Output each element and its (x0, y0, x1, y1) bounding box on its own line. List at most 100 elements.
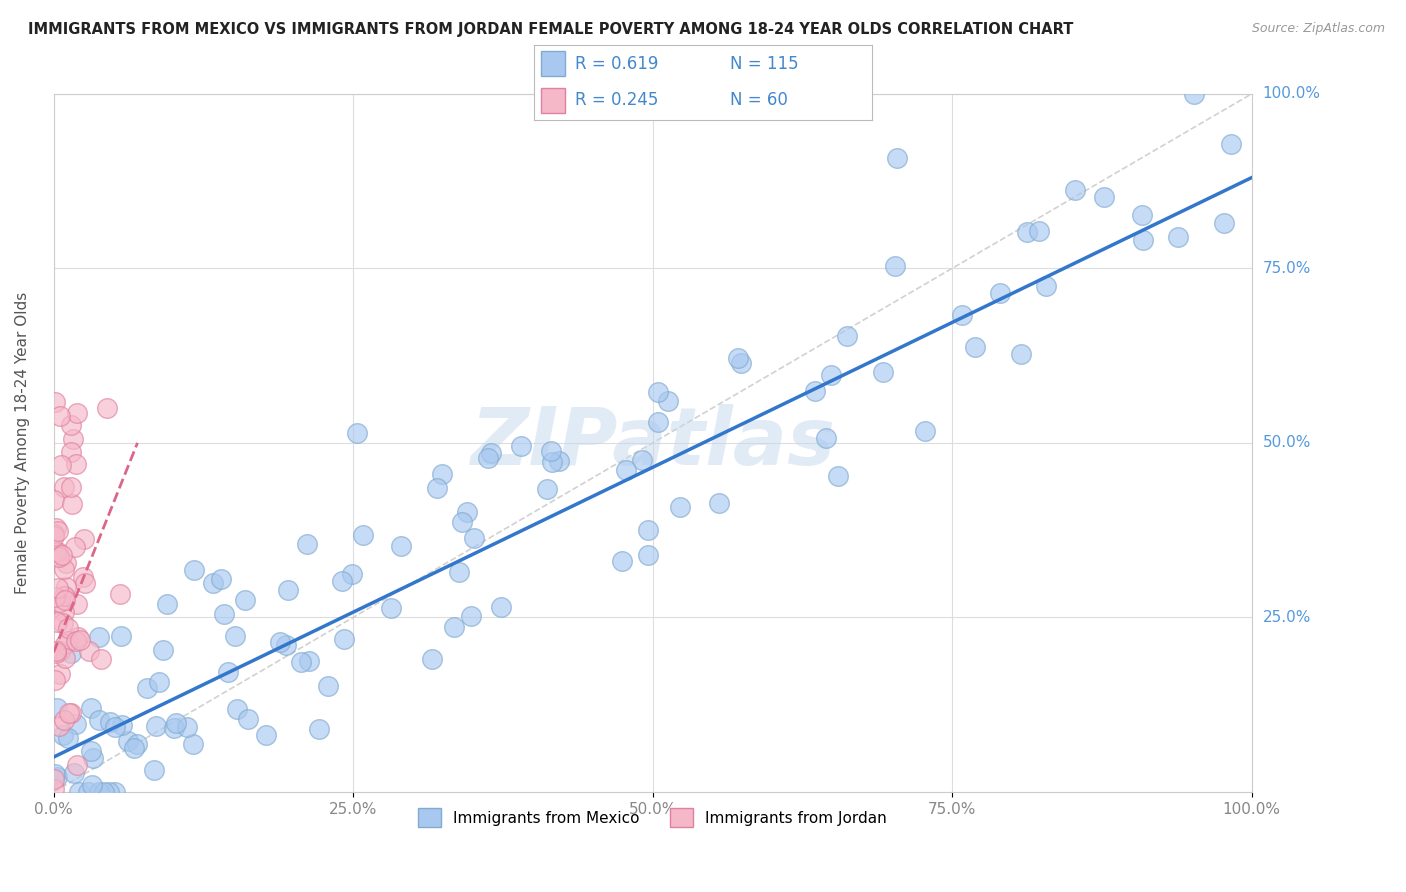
Point (52, 615, 75, 630)
Point (165, 716, 187, 731)
Point (274, 638, 297, 652)
Point (87, 630, 110, 644)
Point (547, 454, 569, 468)
Point (60, 646, 83, 660)
Point (1015, 225, 1038, 239)
Point (637, 548, 659, 562)
Point (443, 620, 465, 634)
Point (97, 785, 120, 799)
Point (59, 706, 82, 720)
Point (42, 772, 65, 786)
Point (60, 497, 83, 511)
Point (66, 597, 89, 611)
Point (225, 701, 247, 715)
Text: IMMIGRANTS FROM MEXICO VS IMMIGRANTS FROM JORDAN FEMALE POVERTY AMONG 18-24 YEAR: IMMIGRANTS FROM MEXICO VS IMMIGRANTS FRO… (28, 22, 1074, 37)
Point (614, 463, 637, 477)
Point (46, 770, 69, 784)
Text: Source: ZipAtlas.com: Source: ZipAtlas.com (1251, 22, 1385, 36)
Point (269, 635, 291, 649)
Point (55, 580, 77, 594)
Point (463, 531, 485, 545)
Point (48, 644, 70, 658)
Y-axis label: Female Poverty Among 18-24 Year Olds: Female Poverty Among 18-24 Year Olds (15, 292, 30, 594)
Point (1219, 136, 1241, 151)
Point (82, 751, 104, 765)
Point (75, 575, 97, 590)
Text: R = 0.619: R = 0.619 (575, 55, 658, 73)
Point (67, 785, 90, 799)
Bar (541, 52, 565, 77)
Point (1130, 208, 1153, 222)
Text: 50.0%: 50.0% (1263, 435, 1310, 450)
Point (451, 515, 474, 529)
Point (1182, 87, 1205, 101)
Point (60, 417, 83, 432)
Point (60, 445, 83, 459)
Point (637, 523, 659, 537)
Point (950, 308, 973, 322)
Point (340, 567, 363, 582)
Point (254, 728, 277, 742)
Point (46, 524, 69, 539)
Point (63, 540, 86, 554)
Point (540, 444, 562, 458)
Point (277, 582, 299, 597)
Point (647, 384, 669, 399)
Point (58, 622, 80, 636)
Point (201, 576, 224, 591)
Point (295, 537, 318, 551)
Point (479, 446, 502, 460)
Text: N = 60: N = 60 (730, 91, 787, 109)
Point (872, 366, 894, 380)
Point (1167, 230, 1189, 244)
Point (509, 439, 531, 453)
Point (53, 589, 76, 603)
Point (308, 723, 330, 737)
Point (990, 285, 1012, 300)
Point (456, 505, 478, 519)
Point (48, 549, 70, 564)
Point (45, 646, 67, 660)
Point (87, 785, 110, 799)
Text: R = 0.245: R = 0.245 (575, 91, 658, 109)
Point (45, 521, 67, 535)
Point (1212, 216, 1234, 230)
Point (49, 409, 72, 424)
Point (52, 606, 75, 620)
Point (176, 720, 198, 734)
Point (290, 655, 312, 669)
Point (52, 728, 75, 742)
Point (631, 453, 654, 467)
Point (56, 731, 79, 745)
Point (53, 650, 76, 665)
Point (58, 706, 80, 721)
Point (51, 548, 73, 562)
Point (183, 563, 205, 577)
Point (72, 570, 94, 584)
Point (224, 629, 246, 643)
Point (49, 595, 72, 609)
Point (163, 721, 186, 735)
Bar (541, 87, 565, 112)
Point (965, 340, 987, 354)
Point (332, 632, 354, 647)
Point (657, 393, 679, 408)
Point (827, 469, 849, 483)
Point (727, 351, 749, 365)
Point (52, 713, 75, 727)
Point (93, 785, 115, 799)
Point (156, 597, 179, 611)
Point (44, 527, 66, 541)
Point (104, 785, 127, 799)
Point (53, 562, 76, 576)
Point (51, 458, 73, 473)
Point (77, 644, 100, 658)
Point (90, 652, 112, 666)
Point (212, 607, 235, 621)
Point (804, 384, 827, 399)
Point (209, 572, 232, 586)
Point (53, 637, 76, 651)
Point (69, 633, 91, 648)
Point (318, 679, 340, 693)
Point (49, 667, 72, 681)
